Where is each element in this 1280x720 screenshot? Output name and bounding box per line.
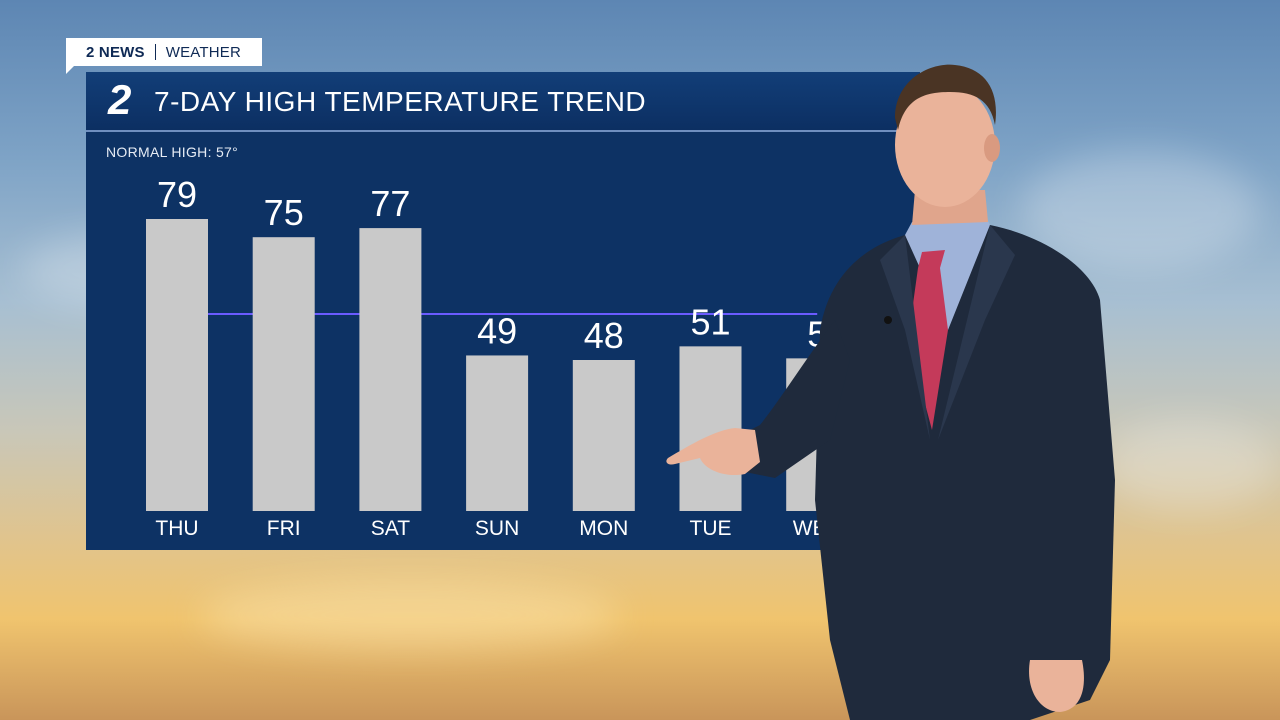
value-label-sat: 77 bbox=[370, 183, 410, 224]
bar-fri bbox=[252, 237, 315, 511]
day-label-thu: THU bbox=[155, 517, 198, 540]
value-label-tue: 51 bbox=[690, 301, 730, 342]
day-label-sun: SUN bbox=[475, 517, 519, 540]
bar-tue bbox=[679, 346, 742, 511]
day-label-mon: MON bbox=[579, 517, 628, 540]
day-label-sat: SAT bbox=[371, 517, 410, 540]
value-label-mon: 48 bbox=[584, 315, 624, 356]
station-badge: 2 NEWS WEATHER bbox=[66, 38, 262, 74]
cloud bbox=[200, 580, 620, 650]
cloud bbox=[1020, 150, 1260, 270]
badge-separator bbox=[154, 44, 156, 60]
chart-header: 2 7-DAY HIGH TEMPERATURE TREND bbox=[86, 72, 920, 132]
chart-panel: 2 7-DAY HIGH TEMPERATURE TREND NORMAL HI… bbox=[86, 72, 920, 550]
badge-tail bbox=[66, 66, 74, 74]
bar-wed bbox=[786, 358, 849, 511]
badge-section: WEATHER bbox=[165, 43, 242, 61]
day-label-wed: WED bbox=[793, 517, 842, 540]
value-label-fri: 75 bbox=[264, 192, 304, 233]
bar-sat bbox=[359, 228, 422, 511]
bar-chart: 79 THU 75 FRI 77 SAT 49 SUN 48 MON 51 TUE 5 WED bbox=[146, 174, 849, 540]
day-label-fri: FRI bbox=[267, 517, 301, 540]
normal-high-label: NORMAL HIGH: 57° bbox=[106, 144, 239, 160]
bar-mon bbox=[572, 360, 635, 511]
bar-sun bbox=[466, 355, 529, 511]
value-label-sun: 49 bbox=[477, 310, 517, 351]
chart-title: 7-DAY HIGH TEMPERATURE TREND bbox=[154, 86, 647, 117]
cloud bbox=[1100, 420, 1280, 510]
day-label-tue: TUE bbox=[690, 517, 732, 540]
value-label-wed: 5 bbox=[807, 313, 827, 354]
value-label-thu: 79 bbox=[157, 174, 197, 215]
bar-thu bbox=[146, 219, 208, 511]
badge-brand: 2 NEWS bbox=[86, 43, 145, 61]
channel-logo: 2 bbox=[108, 76, 132, 123]
